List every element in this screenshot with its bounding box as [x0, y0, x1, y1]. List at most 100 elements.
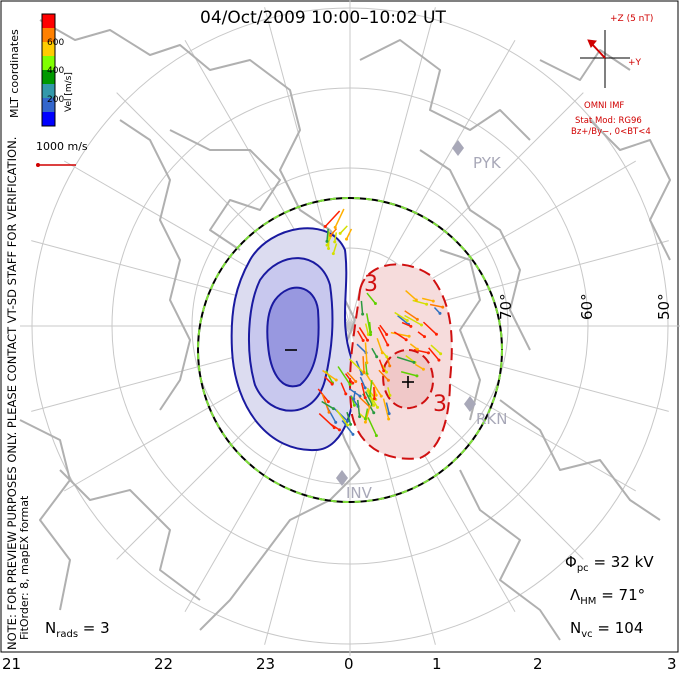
velocity-vector	[377, 326, 389, 346]
velocity-vector	[371, 381, 382, 397]
velocity-vector-origin	[337, 428, 341, 432]
mlt-tick-22: 22	[154, 655, 174, 673]
velocity-vector-origin	[425, 302, 429, 306]
colorbar-swatch	[42, 56, 55, 70]
velocity-vector-origin	[441, 305, 445, 309]
velocity-vector	[393, 331, 407, 341]
colorbar-label: Vel [m/s]	[64, 72, 74, 112]
velocity-vector	[385, 402, 390, 414]
velocity-vector	[364, 342, 368, 363]
colorbar-swatch	[42, 42, 55, 56]
nrads-symbol: N	[45, 619, 57, 637]
velocity-vector-origin	[404, 338, 408, 342]
velocity-vector-origin	[362, 370, 366, 374]
colorbar-swatch	[42, 70, 55, 84]
velocity-vector-origin	[382, 369, 386, 373]
velocity-vector-origin	[334, 420, 338, 424]
velocity-vector	[334, 208, 345, 228]
velocity-vector-origin	[414, 298, 418, 302]
phi-value: = 32 kV	[588, 553, 654, 571]
colorbar	[41, 13, 56, 127]
lambda-value: = 71°	[596, 586, 646, 604]
heppner-maynard-boundary-overlay	[197, 197, 503, 503]
heppner-maynard-latitude: ΛHM = 71°	[570, 586, 645, 607]
imf-vector-arrowhead	[587, 39, 597, 48]
mlt-tick-21: 21	[2, 655, 22, 673]
velocity-vector-origin	[351, 381, 355, 385]
velocity-vector-origin	[388, 364, 392, 368]
nrads-sub: rads	[56, 629, 79, 640]
dusk-cell-inner	[266, 286, 320, 388]
velocity-vector-origin	[374, 393, 378, 397]
velocity-vector-origin	[346, 423, 350, 427]
velocity-vector	[344, 373, 354, 384]
velocity-vector	[378, 359, 385, 372]
nvc-symbol: N	[570, 619, 582, 637]
velocity-vector-origin	[351, 432, 355, 436]
velocity-vector-origin	[375, 355, 379, 359]
stat-model: Stat Mod: RG96	[575, 116, 642, 126]
velocity-vector	[364, 408, 369, 419]
velocity-vector-origin	[366, 333, 370, 337]
velocity-vector	[358, 327, 369, 341]
velocity-vector-origin	[379, 394, 383, 398]
nvc-value: = 104	[592, 619, 644, 637]
velocity-vector	[365, 313, 372, 335]
velocity-vector	[405, 289, 417, 301]
velocity-vector-origin	[365, 361, 369, 365]
colorbar-tick-400: 400	[47, 66, 65, 76]
velocity-vector	[428, 347, 440, 361]
dawn-cell	[349, 263, 453, 460]
velocity-vector-origin	[412, 360, 416, 364]
velocity-vector	[365, 373, 373, 384]
velocity-vector-origin	[438, 311, 442, 315]
velocity-vector	[333, 232, 338, 242]
velocity-vector-origin	[421, 367, 425, 371]
velocity-vector-origin	[384, 370, 388, 374]
velocity-vector	[376, 337, 384, 353]
scale-vector-label: 1000 m/s	[36, 140, 88, 153]
velocity-vector	[364, 391, 373, 406]
velocity-vector-origin	[372, 397, 376, 401]
imf-y-label: +Y	[628, 58, 642, 68]
scale-vector	[36, 163, 76, 167]
fit-order-label: FitOrder: 8, mapEX format	[18, 495, 31, 640]
station-marker-rkn	[464, 396, 476, 412]
velocity-vector	[350, 395, 356, 406]
velocity-vector-origin	[331, 407, 335, 411]
velocity-vector	[339, 225, 348, 234]
velocity-vector	[394, 311, 408, 322]
velocity-vector-origin	[345, 237, 349, 241]
velocity-vector-origin	[325, 243, 329, 247]
velocity-vector-origin	[354, 379, 358, 383]
velocity-vector	[346, 371, 357, 382]
map-title: 04/Oct/2009 10:00–10:02 UT	[200, 8, 446, 28]
velocity-vector	[396, 356, 415, 364]
imf-vector	[590, 42, 606, 59]
lambda-sub: HM	[580, 596, 597, 607]
velocity-vector	[356, 330, 364, 341]
mlt-tick-0: 0	[344, 655, 354, 673]
velocity-vector	[341, 420, 354, 435]
velocity-vector	[422, 321, 437, 335]
velocity-vector	[324, 376, 333, 385]
velocity-vector-origin	[415, 374, 419, 378]
velocity-vector-origin	[437, 358, 441, 362]
velocity-vector-origin	[439, 352, 443, 356]
velocity-vector	[324, 210, 341, 228]
velocity-vector-origin	[405, 319, 409, 323]
velocity-vector-origin	[352, 397, 356, 401]
velocity-vector-origin	[331, 252, 335, 256]
velocity-vector	[369, 380, 373, 396]
dawn-cell-contour-label-lower: 3	[433, 392, 447, 417]
velocity-vector	[390, 331, 410, 338]
colorbar-tick-200: 200	[47, 95, 65, 105]
velocity-vector-origin	[385, 355, 389, 359]
imf-source: OMNI IMF	[584, 101, 625, 111]
station-marker-pyk	[452, 140, 464, 156]
velocity-vector-origin	[422, 335, 426, 339]
phi-symbol: Φ	[565, 553, 577, 571]
velocity-vector-origin	[348, 383, 352, 387]
preview-watermark: NOTE: FOR PREVIEW PURPOSES ONLY. PLEASE …	[5, 136, 19, 650]
